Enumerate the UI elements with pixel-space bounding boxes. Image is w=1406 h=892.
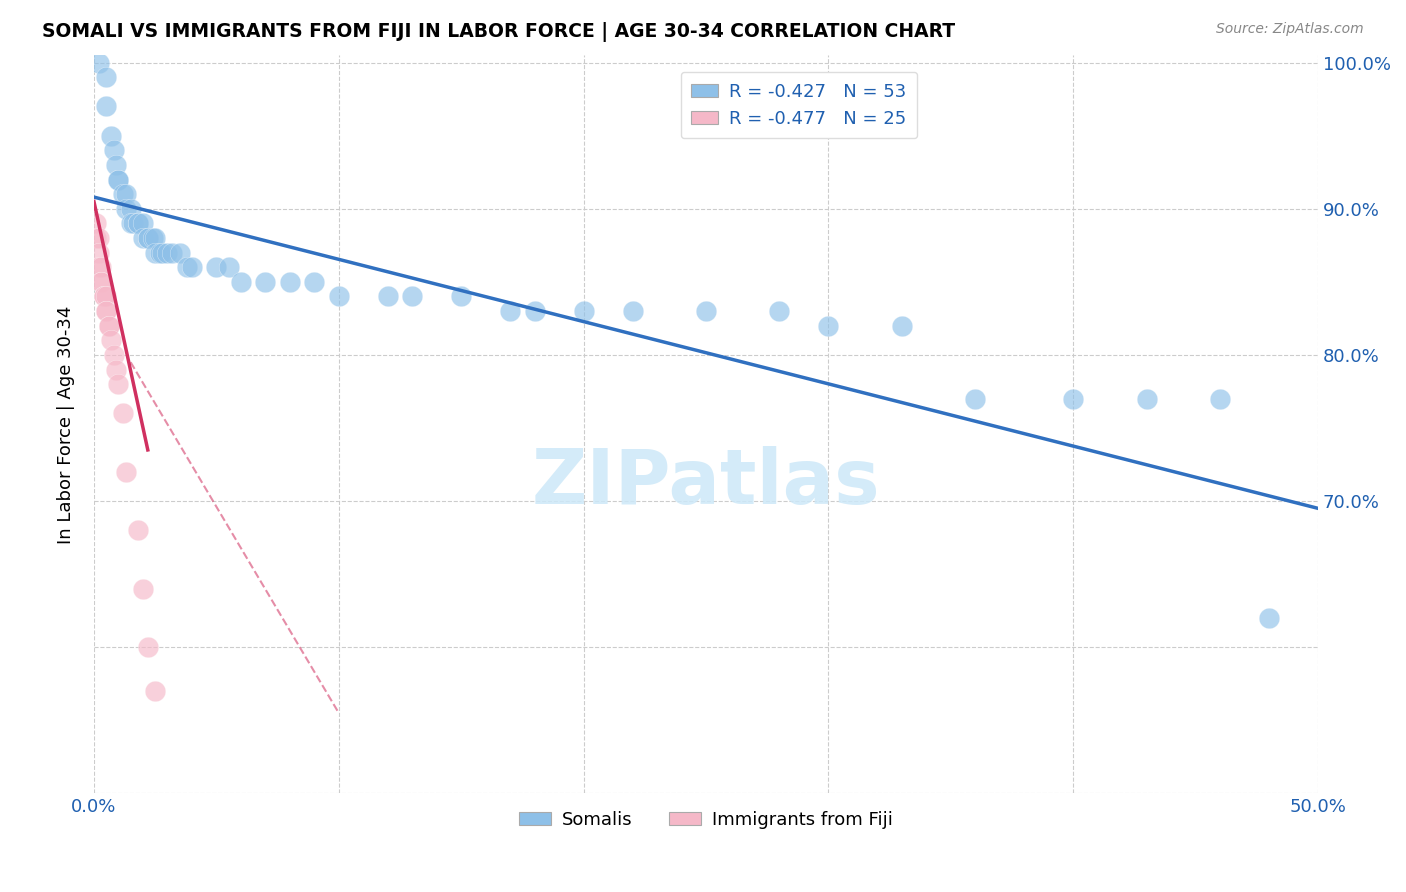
Point — [136, 231, 159, 245]
Point — [93, 289, 115, 303]
Y-axis label: In Labor Force | Age 30-34: In Labor Force | Age 30-34 — [58, 305, 75, 543]
Point — [127, 524, 149, 538]
Point — [328, 289, 350, 303]
Point — [180, 260, 202, 275]
Point — [114, 187, 136, 202]
Point — [132, 231, 155, 245]
Point — [96, 70, 118, 85]
Point — [152, 245, 174, 260]
Point — [120, 202, 142, 216]
Point — [96, 289, 118, 303]
Point — [104, 362, 127, 376]
Point — [1062, 392, 1084, 406]
Point — [149, 245, 172, 260]
Point — [817, 318, 839, 333]
Point — [114, 202, 136, 216]
Point — [96, 304, 118, 318]
Point — [218, 260, 240, 275]
Point — [377, 289, 399, 303]
Legend: Somalis, Immigrants from Fiji: Somalis, Immigrants from Fiji — [512, 804, 900, 836]
Point — [136, 640, 159, 655]
Point — [136, 231, 159, 245]
Point — [143, 231, 166, 245]
Point — [100, 128, 122, 143]
Point — [176, 260, 198, 275]
Point — [127, 216, 149, 230]
Point — [450, 289, 472, 303]
Text: Source: ZipAtlas.com: Source: ZipAtlas.com — [1216, 22, 1364, 37]
Point — [87, 260, 110, 275]
Point — [205, 260, 228, 275]
Point — [127, 216, 149, 230]
Point — [621, 304, 644, 318]
Point — [122, 216, 145, 230]
Point — [965, 392, 987, 406]
Point — [97, 318, 120, 333]
Point — [142, 231, 165, 245]
Point — [132, 216, 155, 230]
Point — [93, 289, 115, 303]
Point — [143, 245, 166, 260]
Point — [87, 231, 110, 245]
Point — [132, 582, 155, 596]
Point — [114, 465, 136, 479]
Point — [1209, 392, 1232, 406]
Point — [103, 144, 125, 158]
Point — [162, 245, 184, 260]
Point — [1258, 611, 1281, 625]
Point — [87, 245, 110, 260]
Point — [87, 55, 110, 70]
Text: SOMALI VS IMMIGRANTS FROM FIJI IN LABOR FORCE | AGE 30-34 CORRELATION CHART: SOMALI VS IMMIGRANTS FROM FIJI IN LABOR … — [42, 22, 955, 42]
Point — [107, 172, 129, 186]
Point — [103, 348, 125, 362]
Point — [120, 216, 142, 230]
Point — [1136, 392, 1159, 406]
Point — [143, 684, 166, 698]
Point — [90, 275, 112, 289]
Point — [97, 318, 120, 333]
Point — [499, 304, 522, 318]
Point — [96, 99, 118, 113]
Point — [229, 275, 252, 289]
Point — [86, 216, 108, 230]
Point — [572, 304, 595, 318]
Point — [401, 289, 423, 303]
Point — [278, 275, 301, 289]
Point — [254, 275, 277, 289]
Point — [156, 245, 179, 260]
Point — [523, 304, 546, 318]
Point — [112, 406, 135, 420]
Text: ZIPatlas: ZIPatlas — [531, 446, 880, 520]
Point — [100, 334, 122, 348]
Point — [96, 304, 118, 318]
Point — [107, 172, 129, 186]
Point — [104, 158, 127, 172]
Point — [112, 187, 135, 202]
Point — [695, 304, 717, 318]
Point — [90, 260, 112, 275]
Point — [304, 275, 326, 289]
Point — [90, 275, 112, 289]
Point — [768, 304, 790, 318]
Point — [86, 231, 108, 245]
Point — [890, 318, 912, 333]
Point — [169, 245, 191, 260]
Point — [107, 377, 129, 392]
